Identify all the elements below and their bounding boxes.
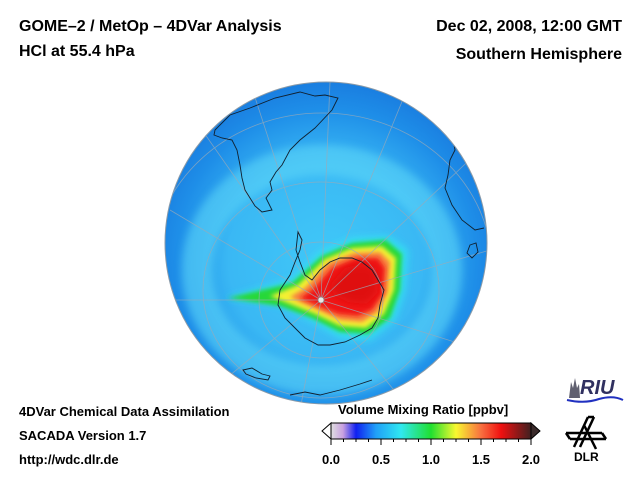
south-america-coast xyxy=(213,91,339,213)
analysis-date: Dec 02, 2008, 12:00 GMT xyxy=(436,18,622,35)
colorbar-tick-label: 0.5 xyxy=(371,452,391,467)
coastlines xyxy=(213,91,485,396)
colorbar-tick-label: 1.5 xyxy=(471,452,491,467)
colorbar-tick-label: 1.0 xyxy=(421,452,441,467)
colorbar-title: Volume Mixing Ratio [ppbv] xyxy=(338,402,509,417)
footer-line-2: SACADA Version 1.7 xyxy=(19,428,147,443)
colorbar-tick-label: 0.0 xyxy=(321,452,341,467)
south-pole-marker xyxy=(317,296,325,304)
river-wave-icon xyxy=(566,396,624,403)
dlr-emblem-icon xyxy=(564,415,608,450)
globe-outline xyxy=(164,81,488,405)
dlr-logo-text: DLR xyxy=(574,450,599,464)
dlr-logo: DLR xyxy=(564,415,608,464)
footer-url-link[interactable]: http://wdc.dlr.de xyxy=(19,452,119,467)
hemisphere-label: Southern Hemisphere xyxy=(455,46,622,63)
colorbar-gradient xyxy=(330,422,532,440)
map-subtitle: HCl at 55.4 hPa xyxy=(19,43,135,60)
cathedral-icon xyxy=(569,378,580,398)
map-title: GOME–2 / MetOp – 4DVar Analysis xyxy=(19,18,282,35)
ocean-field xyxy=(165,82,487,404)
riu-logo-text: RIU xyxy=(580,377,615,399)
colorbar-over-arrow xyxy=(530,421,541,441)
collar-region xyxy=(182,145,462,395)
colorbar-under-arrow xyxy=(321,421,332,441)
australia-edge-coast xyxy=(289,379,373,396)
footer-line-1: 4DVar Chemical Data Assimilation xyxy=(19,404,230,419)
colorbar-tick-label: 2.0 xyxy=(521,452,541,467)
riu-logo: RIU xyxy=(566,377,624,403)
antarctic-peninsula-coast xyxy=(277,230,385,346)
new-zealand-coast xyxy=(242,367,271,381)
madagascar-coast xyxy=(466,242,479,259)
